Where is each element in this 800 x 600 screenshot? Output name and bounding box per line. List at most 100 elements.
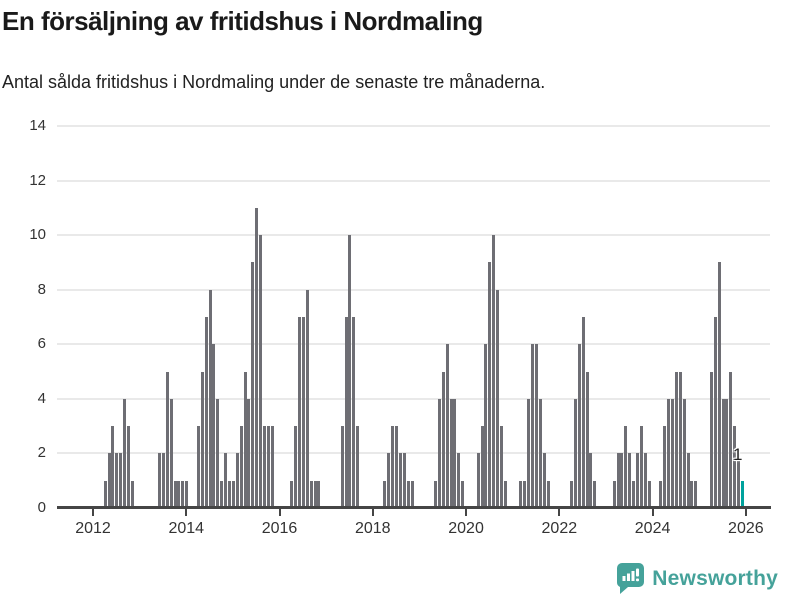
- bar: [406, 480, 410, 508]
- bar: [643, 453, 647, 508]
- bar: [243, 371, 247, 508]
- bar: [535, 344, 538, 508]
- bar: [290, 480, 294, 508]
- bar: [383, 480, 387, 508]
- bar: [161, 453, 165, 508]
- x-axis-line: [57, 506, 771, 509]
- bar: [737, 453, 741, 508]
- y-axis-label-12: 12: [29, 171, 46, 189]
- bar: [173, 480, 177, 508]
- last-value-label: 1: [732, 445, 743, 465]
- x-axis-label-2016: 2016: [261, 520, 298, 537]
- bar: [620, 453, 624, 508]
- bar: [503, 480, 507, 508]
- bar: [177, 480, 181, 508]
- bar: [628, 453, 632, 508]
- bar: [433, 480, 437, 508]
- bar: [729, 371, 733, 508]
- bar: [391, 426, 395, 508]
- gridline-y6: [57, 343, 770, 346]
- bar: [461, 480, 465, 508]
- x-axis-label-2020: 2020: [448, 520, 484, 537]
- x-axis-label-2026: 2026: [728, 520, 764, 537]
- bar: [255, 207, 259, 508]
- bar: [204, 317, 208, 508]
- bar: [682, 398, 686, 508]
- bar-highlighted: [740, 480, 744, 508]
- bar: [266, 426, 270, 508]
- bar: [589, 453, 593, 508]
- bar: [216, 398, 220, 508]
- bar: [262, 426, 266, 508]
- bar: [297, 317, 301, 508]
- bar: [165, 371, 169, 508]
- bar: [231, 480, 235, 508]
- bar: [169, 398, 173, 508]
- brand-footer: Newsworthy: [617, 563, 778, 594]
- bar: [690, 480, 694, 508]
- y-axis-label-8: 8: [37, 280, 46, 298]
- bar: [340, 426, 344, 508]
- y-axis-label-0: 0: [37, 499, 46, 516]
- bar: [663, 426, 667, 508]
- bar: [259, 235, 263, 508]
- bar: [107, 453, 111, 508]
- bar: [449, 398, 453, 508]
- bar: [115, 453, 119, 508]
- chart-subtitle: Antal sålda fritidshus i Nordmaling unde…: [2, 72, 546, 92]
- bar: [437, 398, 441, 508]
- y-axis-label-10: 10: [29, 226, 46, 244]
- bar: [130, 480, 134, 508]
- bar: [103, 480, 107, 508]
- x-axis-label-2014: 2014: [168, 520, 205, 537]
- bar: [678, 371, 682, 508]
- brand-wordmark: Newsworthy: [652, 566, 778, 590]
- bar: [725, 398, 729, 508]
- x-tick-2026: [744, 509, 747, 516]
- x-tick-2016: [278, 509, 281, 516]
- bar: [356, 426, 360, 508]
- y-axis-label-6: 6: [37, 335, 46, 353]
- bar: [251, 262, 255, 508]
- bar: [441, 371, 445, 508]
- x-axis-label-2018: 2018: [354, 520, 391, 537]
- x-tick-2020: [465, 509, 468, 516]
- bar: [632, 480, 636, 508]
- bar: [674, 371, 678, 508]
- bar: [247, 398, 251, 508]
- x-tick-2022: [558, 509, 561, 516]
- bar: [616, 453, 620, 508]
- bar: [581, 317, 585, 508]
- bar: [410, 480, 414, 508]
- bar: [185, 480, 189, 508]
- plot-area: [57, 125, 770, 508]
- bar: [352, 317, 356, 508]
- gridline-y4: [57, 397, 770, 400]
- gridline-y10: [57, 234, 770, 237]
- x-tick-2024: [651, 509, 654, 516]
- bar: [305, 289, 309, 508]
- bar: [224, 453, 228, 508]
- bar: [585, 371, 589, 508]
- x-tick-2014: [185, 509, 188, 516]
- gridline-y8: [57, 288, 770, 291]
- x-tick-2012: [92, 509, 94, 516]
- bar: [484, 344, 488, 508]
- bar: [220, 480, 224, 508]
- bar: [717, 262, 721, 508]
- bar: [212, 344, 216, 508]
- bar: [593, 480, 597, 508]
- bar: [402, 453, 406, 508]
- bar: [453, 398, 457, 508]
- bar: [639, 426, 643, 508]
- bar: [270, 426, 274, 508]
- x-axis-label-2012: 2012: [75, 520, 111, 537]
- bar: [647, 480, 651, 508]
- bar: [733, 426, 737, 508]
- bar: [445, 344, 449, 508]
- bar: [667, 398, 671, 508]
- bar: [523, 480, 527, 508]
- bar: [569, 480, 573, 508]
- bar: [500, 426, 504, 508]
